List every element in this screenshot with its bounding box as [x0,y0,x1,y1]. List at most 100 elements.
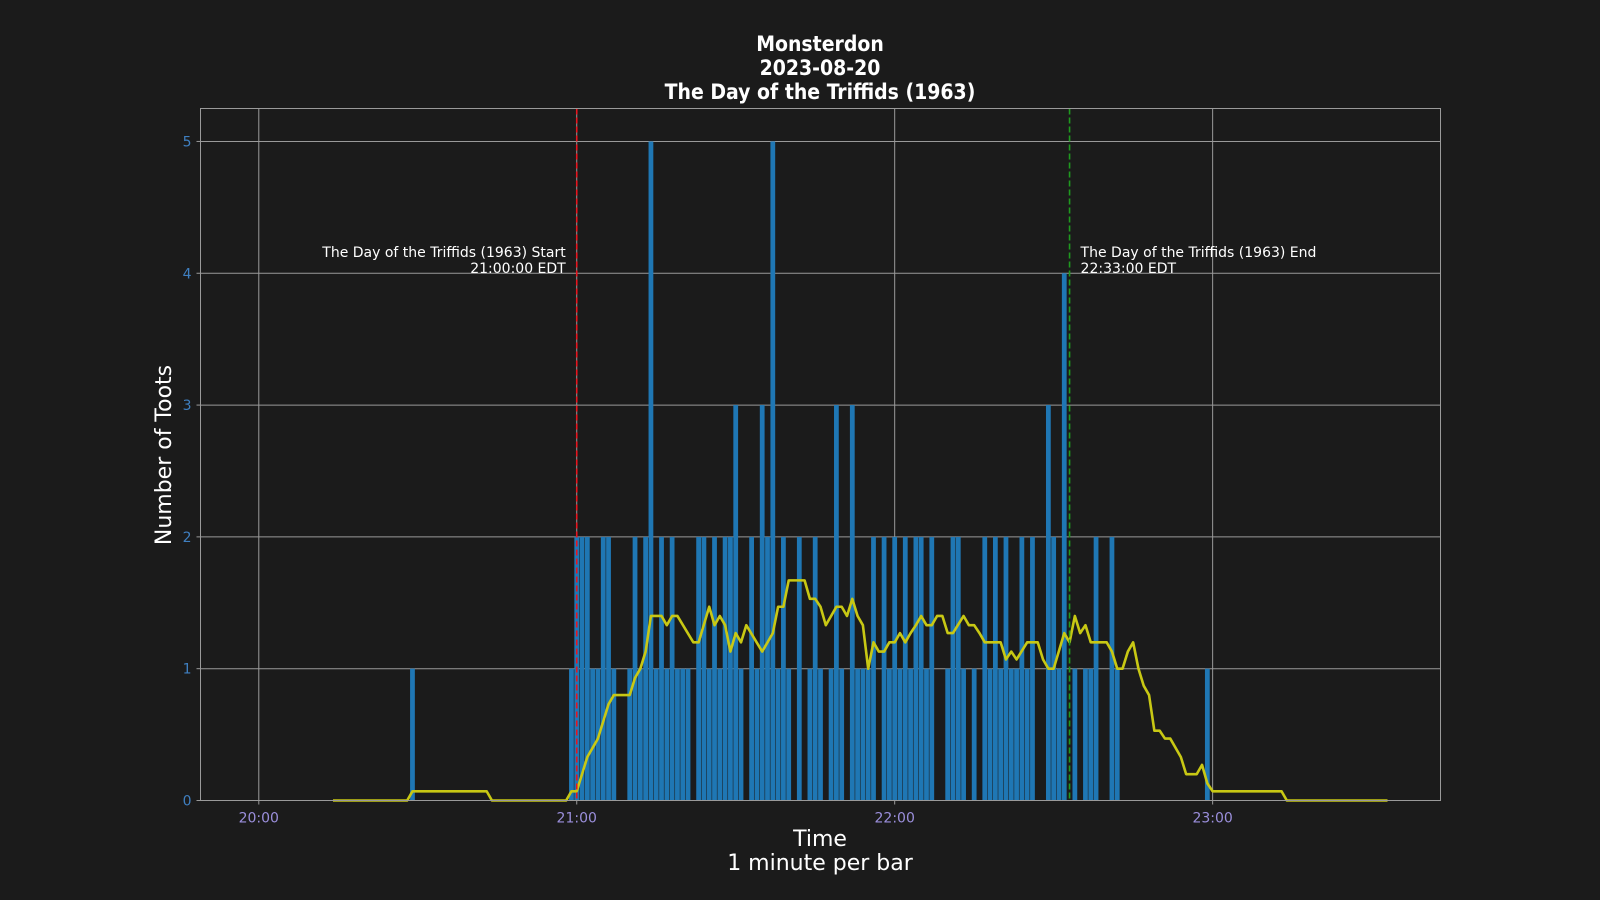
rolling-average-line [332,579,1388,802]
bar [584,536,590,801]
x-axis-label-line-1: Time [792,827,847,852]
bar [569,668,574,801]
bar [902,536,908,801]
bar [998,668,1004,801]
y-tick-label: 1 [183,662,192,678]
bar [913,536,919,801]
bar [738,668,744,801]
tick-layer: 0 1 2 3 4 5 20:00 21:00 22:00 23:00 [183,134,1233,826]
bar [818,668,823,801]
y-tick-label: 0 [183,794,192,810]
bar [1061,273,1067,801]
bar [653,668,659,801]
bar [1003,536,1009,801]
x-tick-label: 21:00 [557,811,597,827]
y-tick-label: 4 [183,266,192,282]
bar [918,536,924,801]
bar [1024,668,1030,801]
event-marker-label: 22:33:00 EDT [1081,261,1177,277]
bar [765,536,770,801]
y-tick-label: 5 [183,134,192,150]
event-marker-label: The Day of the Triffids (1963) Start [321,245,566,261]
bar [1093,536,1099,801]
bar [897,668,903,801]
bar [675,668,680,801]
bar [1109,536,1115,801]
bar [945,668,951,801]
bar [627,668,633,801]
bar [834,405,839,801]
bar [648,141,654,801]
y-tick-label: 2 [183,530,192,546]
x-tick-label: 20:00 [239,811,279,827]
bar [600,536,606,801]
bar [759,405,765,801]
line-layer [332,579,1388,802]
bar [786,668,792,801]
bar [754,668,760,801]
bar [828,668,834,801]
bar [1008,668,1014,801]
bar [961,668,966,801]
bar [669,536,675,801]
bar [410,668,415,801]
x-tick-label: 23:00 [1192,811,1232,827]
marker-layer: The Day of the Triffids (1963) Start21:0… [321,108,1317,801]
bar [924,668,929,801]
bar [1014,668,1019,801]
bar [733,405,739,801]
bar [971,668,977,801]
bar [1083,668,1088,801]
bar [887,668,892,801]
bar [860,668,866,801]
bar [706,668,712,801]
bar [796,536,802,801]
event-marker-label: 21:00:00 EDT [470,261,566,277]
bar [1088,668,1094,801]
bar [749,536,754,801]
y-tick-label: 3 [183,398,192,414]
bar [871,536,876,801]
x-axis-label-line-2: 1 minute per bar [727,851,914,876]
plot-frame [200,108,1441,801]
bar [865,668,871,801]
bar [775,668,781,801]
x-tick-label: 22:00 [875,811,915,827]
bar [955,536,961,801]
bar [987,668,993,801]
bar [1056,668,1062,801]
bar [1045,405,1051,801]
bar [685,668,691,801]
bar [908,668,913,801]
bar [606,536,611,801]
bar [1030,536,1035,801]
bar [712,536,717,801]
bar [1019,536,1025,801]
bar [722,536,728,801]
chart-title-line-3: The Day of the Triffids (1963) [665,80,976,104]
bar [590,668,596,801]
bar [637,668,643,801]
event-marker-label: The Day of the Triffids (1963) End [1080,245,1317,261]
bar [664,668,670,801]
bar [701,536,707,801]
bar [781,536,786,801]
y-axis-label: Number of Toots [152,365,177,545]
chart-title-line-2: 2023-08-20 [760,56,881,80]
bar [696,536,702,801]
bar [579,536,585,801]
bar [632,536,638,801]
bar [659,536,664,801]
bar [807,668,813,801]
bar [812,536,818,801]
bar [643,536,649,801]
bar [1204,668,1210,801]
bar [1114,668,1120,801]
bar [992,536,998,801]
bar [611,668,617,801]
bar [982,536,988,801]
bar [839,668,845,801]
bar [680,668,686,801]
bar [855,668,860,801]
